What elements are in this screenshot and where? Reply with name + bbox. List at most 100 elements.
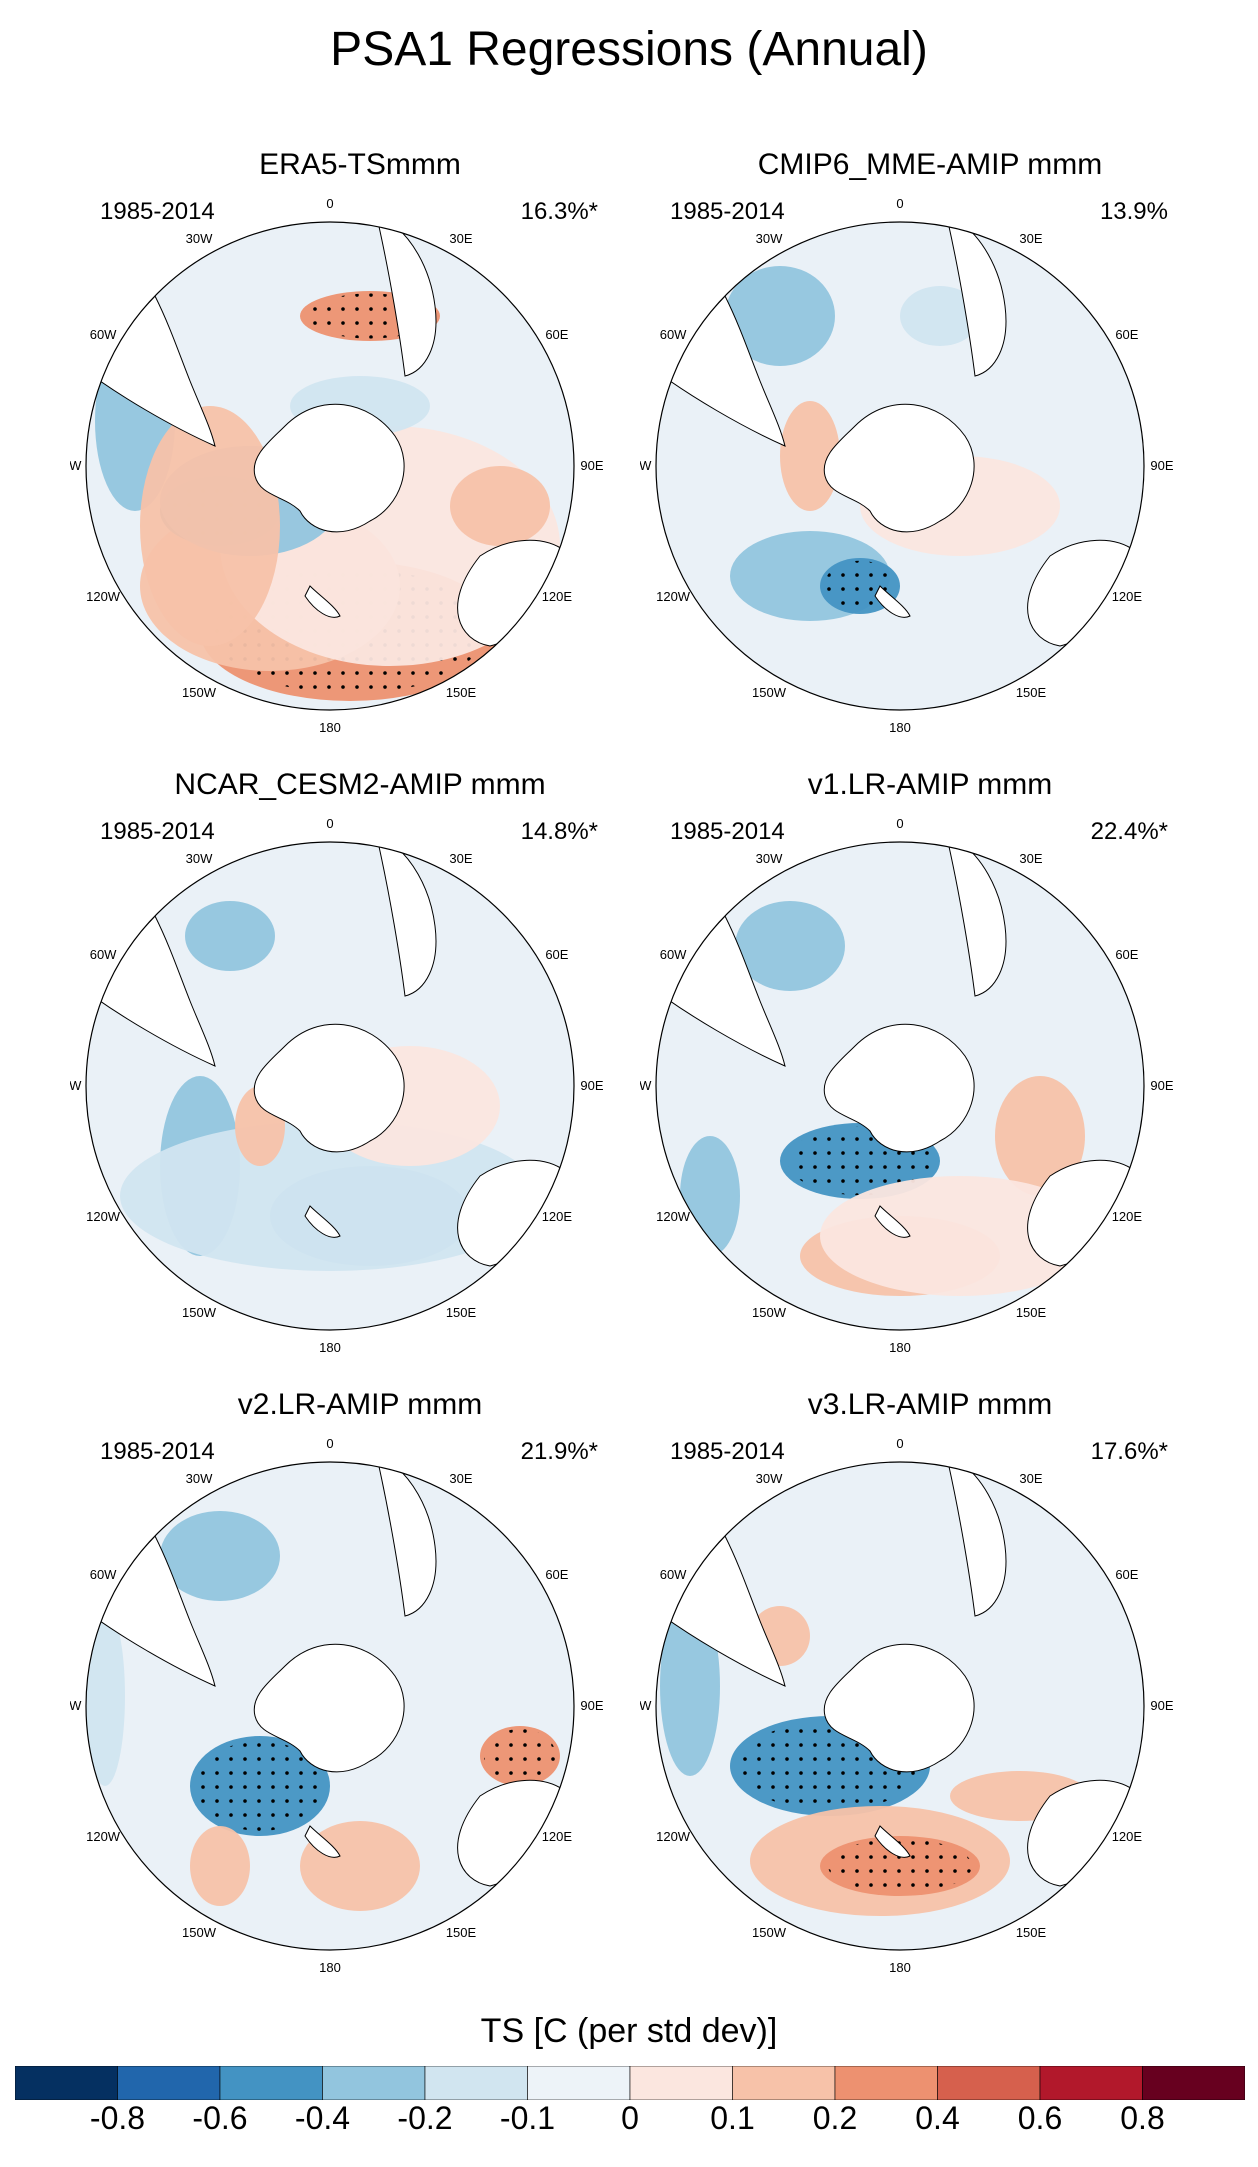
longitude-label: 150E xyxy=(446,685,477,700)
longitude-label: 30E xyxy=(449,851,472,866)
figure-title: PSA1 Regressions (Annual) xyxy=(330,23,928,76)
anomaly-region xyxy=(995,1076,1085,1196)
colorbar-tick-label: -0.1 xyxy=(499,2100,556,2136)
longitude-label: 90W xyxy=(70,1698,82,1713)
longitude-label: 60W xyxy=(90,327,117,342)
longitude-label: 150W xyxy=(752,1305,787,1320)
polar-stereographic-map: 0 30E 60E 90E 120E 150E 180 150W 120W 90W 60W 30W xyxy=(70,816,604,1355)
colorbar-tick-label: 0.8 xyxy=(1120,2100,1165,2136)
landmass-south-america xyxy=(656,295,786,447)
longitude-label: 120E xyxy=(542,1209,573,1224)
anomaly-region xyxy=(140,406,280,646)
longitude-label: 120W xyxy=(656,589,691,604)
anomaly-region xyxy=(735,901,845,991)
longitude-label: 30E xyxy=(1019,851,1042,866)
longitude-label: 150E xyxy=(446,1925,477,1940)
panel-years: 1985-2014 xyxy=(670,198,785,225)
anomaly-region xyxy=(820,1176,1100,1296)
longitude-label: 90W xyxy=(640,1698,652,1713)
landmass-africa xyxy=(947,222,1007,377)
longitude-label: 90W xyxy=(70,1078,82,1093)
longitude-label: 30E xyxy=(1019,1471,1042,1486)
polar-stereographic-map: 0 30E 60E 90E 120E 150E 180 150W 120W 90W 60W 30W xyxy=(640,1436,1174,1975)
anomaly-region xyxy=(160,1511,280,1601)
longitude-label: 180 xyxy=(889,720,911,735)
panel-title: CMIP6_MME-AMIP mmm xyxy=(757,148,1103,181)
longitude-label: 60E xyxy=(1115,1567,1138,1582)
map-panel-ncar-cesm2: NCAR_CESM2-AMIP mmm 1985-2014 14.8%* 0 30E 60… xyxy=(70,768,650,1368)
landmass-antarctica xyxy=(823,1643,975,1773)
longitude-label: 90E xyxy=(1150,1698,1173,1713)
map-panel-v1-lr: v1.LR-AMIP mmm 1985-2014 22.4%* 0 30E 60E 90E 1… xyxy=(640,768,1220,1368)
longitude-label: 0 xyxy=(326,816,333,831)
colorbar-swatch xyxy=(1039,2066,1143,2100)
colorbar-tick-label: -0.8 xyxy=(89,2100,146,2136)
longitude-label: 180 xyxy=(319,1960,341,1975)
landmass-africa xyxy=(947,842,1007,997)
longitude-label: 120E xyxy=(542,589,573,604)
longitude-label: 30W xyxy=(186,1471,213,1486)
longitude-label: 150E xyxy=(1016,1305,1047,1320)
longitude-label: 180 xyxy=(319,1340,341,1355)
longitude-label: 150E xyxy=(446,1305,477,1320)
longitude-label: 60E xyxy=(1115,327,1138,342)
longitude-label: 60E xyxy=(545,947,568,962)
longitude-label: 120E xyxy=(542,1829,573,1844)
landmass-africa xyxy=(377,222,437,377)
landmass-south-america xyxy=(86,915,216,1067)
longitude-label: 30W xyxy=(756,1471,783,1486)
landmass-south-america xyxy=(86,295,216,447)
colorbar-tick-label: 0 xyxy=(621,2100,639,2136)
colorbar-tick-label: -0.2 xyxy=(397,2100,453,2136)
longitude-label: 30E xyxy=(449,231,472,246)
longitude-label: 30W xyxy=(756,851,783,866)
significance-stippling xyxy=(197,1741,323,1831)
landmass-new-zealand xyxy=(874,585,911,618)
longitude-label: 90E xyxy=(1150,1078,1173,1093)
longitude-label: 30W xyxy=(186,231,213,246)
longitude-label: 30W xyxy=(756,231,783,246)
longitude-label: 150W xyxy=(752,1925,787,1940)
longitude-label: 60E xyxy=(545,1567,568,1582)
polar-stereographic-map: 0 30E 60E 90E 120E 150E 180 150W 120W 90W 60W 30W xyxy=(70,1436,604,1975)
colorbar-swatch xyxy=(322,2066,426,2100)
panel-title: v3.LR-AMIP mmm xyxy=(807,1388,1053,1421)
longitude-label: 120W xyxy=(86,1829,121,1844)
anomaly-region xyxy=(185,901,275,971)
colorbar-tick-label: 0.6 xyxy=(1017,2100,1063,2136)
longitude-label: 120W xyxy=(86,589,121,604)
colorbar-swatch xyxy=(15,2066,118,2100)
panel-title: NCAR_CESM2-AMIP mmm xyxy=(174,768,546,801)
longitude-label: 120E xyxy=(1112,1829,1143,1844)
longitude-label: 0 xyxy=(896,816,903,831)
map-panel-v2-lr: v2.LR-AMIP mmm 1985-2014 21.9%* 0 30E 60E 90E 1… xyxy=(70,1388,650,1988)
longitude-label: 90W xyxy=(640,458,652,473)
longitude-label: 0 xyxy=(896,1436,903,1451)
colorbar-swatch xyxy=(527,2066,631,2100)
longitude-label: 0 xyxy=(896,196,903,211)
map-boundary xyxy=(655,221,1145,711)
map-boundary xyxy=(85,841,575,1331)
colorbar-tick-label: 0.2 xyxy=(812,2100,858,2136)
significance-stippling xyxy=(484,1729,556,1783)
map-boundary xyxy=(85,221,575,711)
map-panel-v3-lr: v3.LR-AMIP mmm 1985-2014 17.6%* 0 30E 60E 90E 1… xyxy=(640,1388,1220,1988)
landmass-antarctica xyxy=(823,1023,975,1153)
longitude-label: 150W xyxy=(182,1305,217,1320)
landmass-south-america xyxy=(656,915,786,1067)
longitude-label: 120E xyxy=(1112,1209,1143,1224)
longitude-label: 0 xyxy=(326,1436,333,1451)
longitude-label: 180 xyxy=(889,1960,911,1975)
panel-variance-percent: 21.9%* xyxy=(520,1438,598,1465)
longitude-label: 60W xyxy=(90,947,117,962)
longitude-label: 30E xyxy=(449,1471,472,1486)
landmass-new-zealand xyxy=(874,1205,911,1238)
longitude-label: 150E xyxy=(1016,685,1047,700)
colorbar-swatch xyxy=(834,2066,938,2100)
landmass-new-zealand xyxy=(304,1825,341,1858)
colorbar-tick-label: -0.4 xyxy=(294,2100,351,2136)
landmass-antarctica xyxy=(253,1643,405,1773)
landmass-africa xyxy=(377,1462,437,1617)
anomaly-region xyxy=(780,401,840,511)
colorbar-title: TS [C (per std dev)] xyxy=(480,2012,778,2050)
